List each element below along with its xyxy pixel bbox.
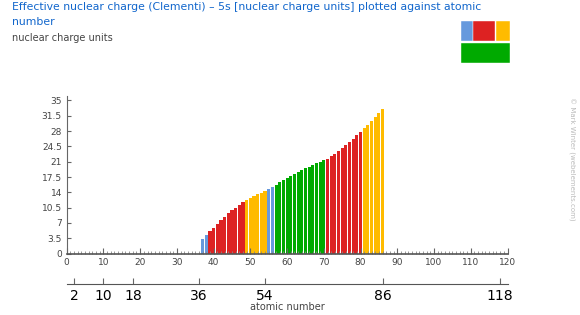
Bar bbox=[378, 113, 380, 254]
Bar bbox=[351, 139, 355, 254]
Bar bbox=[241, 202, 245, 254]
Text: number: number bbox=[12, 17, 54, 27]
Text: nuclear charge units: nuclear charge units bbox=[12, 33, 113, 43]
Bar bbox=[252, 196, 256, 254]
Bar bbox=[367, 125, 369, 254]
Bar bbox=[495, 21, 510, 41]
Bar bbox=[234, 208, 237, 254]
Text: atomic number: atomic number bbox=[250, 302, 324, 312]
Bar bbox=[267, 189, 270, 254]
Bar bbox=[461, 43, 510, 63]
Bar bbox=[300, 170, 303, 254]
Bar bbox=[340, 148, 344, 254]
Bar bbox=[311, 165, 314, 254]
Bar bbox=[362, 128, 366, 254]
Bar bbox=[329, 157, 333, 254]
Bar bbox=[205, 235, 208, 254]
Bar bbox=[260, 193, 263, 254]
Bar bbox=[216, 224, 219, 254]
Bar bbox=[263, 191, 267, 254]
Text: Effective nuclear charge (Clementi) – 5s [nuclear charge units] plotted against : Effective nuclear charge (Clementi) – 5s… bbox=[12, 2, 481, 12]
Bar bbox=[461, 21, 473, 41]
Bar bbox=[348, 142, 351, 254]
Bar bbox=[374, 117, 377, 254]
Bar bbox=[345, 145, 347, 254]
Bar bbox=[271, 187, 274, 254]
Bar bbox=[370, 121, 373, 254]
Bar bbox=[274, 185, 278, 254]
Bar bbox=[318, 162, 322, 254]
Bar bbox=[282, 180, 285, 254]
Bar bbox=[381, 109, 384, 254]
Bar bbox=[359, 132, 362, 254]
Bar bbox=[256, 194, 259, 254]
Bar bbox=[227, 213, 230, 254]
Bar bbox=[278, 182, 281, 254]
Bar bbox=[296, 172, 300, 254]
Bar bbox=[315, 163, 318, 254]
Bar bbox=[245, 200, 248, 254]
Bar bbox=[307, 167, 311, 254]
Bar bbox=[293, 174, 296, 254]
Bar bbox=[337, 151, 340, 254]
Bar bbox=[356, 135, 358, 254]
Bar bbox=[473, 21, 495, 41]
Bar bbox=[289, 176, 292, 254]
Bar bbox=[334, 154, 336, 254]
Bar bbox=[326, 159, 329, 254]
Bar bbox=[201, 239, 204, 254]
Bar bbox=[249, 198, 252, 254]
Bar bbox=[304, 169, 307, 254]
Bar bbox=[238, 205, 241, 254]
Text: © Mark Winter (webelements.com): © Mark Winter (webelements.com) bbox=[568, 97, 575, 220]
Bar bbox=[212, 228, 215, 254]
Bar bbox=[285, 178, 289, 254]
Bar bbox=[322, 160, 325, 254]
Bar bbox=[223, 217, 226, 254]
Bar bbox=[219, 220, 223, 254]
Bar bbox=[230, 210, 234, 254]
Bar bbox=[208, 232, 212, 254]
